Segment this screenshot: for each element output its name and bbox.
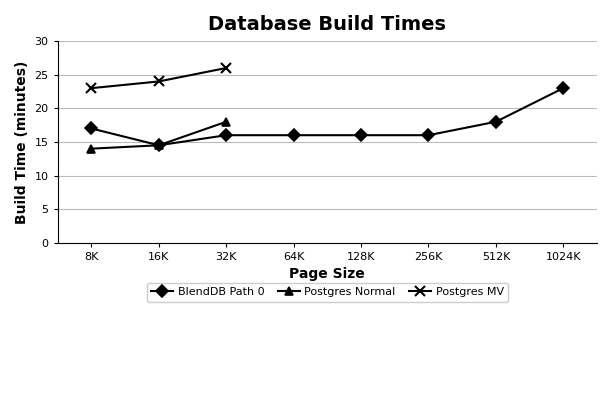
Title: Database Build Times: Database Build Times	[208, 15, 446, 34]
BlendDB Path 0	[425, 133, 432, 138]
Postgres MV	[155, 79, 163, 84]
BlendDB Path 0	[559, 86, 567, 90]
Postgres MV	[223, 66, 230, 70]
Y-axis label: Build Time (minutes): Build Time (minutes)	[15, 60, 29, 224]
BlendDB Path 0	[155, 143, 163, 148]
Postgres MV	[88, 86, 95, 90]
BlendDB Path 0	[357, 133, 365, 138]
Line: Postgres Normal: Postgres Normal	[88, 117, 230, 153]
BlendDB Path 0	[223, 133, 230, 138]
Postgres Normal	[88, 146, 95, 151]
BlendDB Path 0	[290, 133, 297, 138]
Postgres Normal	[223, 119, 230, 124]
Legend: BlendDB Path 0, Postgres Normal, Postgres MV: BlendDB Path 0, Postgres Normal, Postgre…	[147, 283, 508, 302]
Line: Postgres MV: Postgres MV	[86, 63, 231, 93]
Postgres Normal	[155, 143, 163, 148]
X-axis label: Page Size: Page Size	[289, 267, 365, 281]
BlendDB Path 0	[88, 126, 95, 131]
BlendDB Path 0	[492, 119, 499, 124]
Line: BlendDB Path 0: BlendDB Path 0	[88, 84, 567, 149]
